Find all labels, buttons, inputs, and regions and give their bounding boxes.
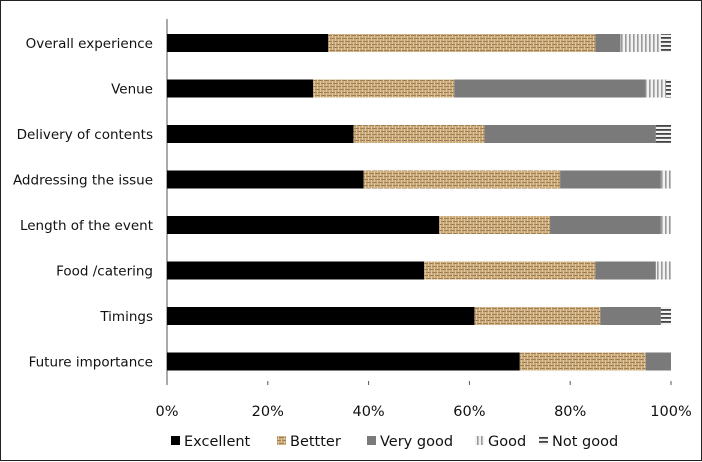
bar-length-of-the-event-very-good: [550, 216, 661, 234]
bar-venue-bettter: [313, 79, 455, 98]
bar-future-importance-excellent: [167, 352, 520, 371]
legend-swatch-very-good: [367, 436, 376, 445]
legend-swatch-good: [475, 436, 484, 445]
category-label: Timings: [99, 309, 153, 325]
bar-future-importance-very-good: [645, 352, 671, 371]
legend-swatch-bettter: [277, 436, 286, 445]
legend-label-bettter: Bettter: [290, 434, 341, 450]
bar-overall-experience-good: [620, 34, 661, 52]
category-label: Food /catering: [56, 264, 153, 280]
category-label: Venue: [111, 82, 153, 98]
bar-delivery-of-contents-excellent: [167, 125, 354, 143]
bar-length-of-the-event-excellent: [167, 216, 440, 234]
bar-length-of-the-event-bettter: [439, 216, 551, 234]
bar-addressing-the-issue-good: [660, 170, 671, 189]
legend-label-good: Good: [488, 434, 526, 450]
bar-delivery-of-contents-not-good: [655, 125, 671, 143]
category-label: Length of the event: [20, 218, 153, 234]
bar-addressing-the-issue-bettter: [363, 170, 561, 189]
x-tick-label: 20%: [252, 404, 284, 420]
bar-venue-good: [645, 79, 666, 98]
bar-length-of-the-event-good: [660, 216, 671, 234]
bar-overall-experience-excellent: [167, 34, 329, 52]
bar-overall-experience-not-good: [660, 34, 671, 52]
bars: [167, 34, 671, 371]
bar-food-catering-excellent: [167, 261, 425, 280]
bar-overall-experience-bettter: [328, 34, 596, 52]
bar-timings-excellent: [167, 307, 475, 325]
legend-label-excellent: Excellent: [184, 434, 251, 450]
x-tick-label: 0%: [155, 404, 178, 420]
bar-delivery-of-contents-very-good: [484, 125, 656, 143]
bar-timings-bettter: [474, 307, 601, 325]
legend-label-very-good: Very good: [380, 434, 453, 450]
legend-swatch-not-good: [539, 436, 548, 445]
legend-label-not-good: Not good: [552, 434, 618, 450]
bar-food-catering-bettter: [424, 261, 596, 280]
bar-timings-not-good: [660, 307, 671, 325]
x-tick-label: 100%: [650, 404, 691, 420]
bar-addressing-the-issue-very-good: [560, 170, 661, 189]
bar-venue-excellent: [167, 79, 314, 98]
bar-venue-very-good: [454, 79, 646, 98]
category-label: Future importance: [29, 355, 153, 371]
bar-addressing-the-issue-excellent: [167, 170, 364, 189]
bar-food-catering-good: [655, 261, 671, 280]
x-axis-ticks: 0% 20% 40% 60% 80% 100%: [155, 381, 692, 420]
category-labels: Overall experience Venue Delivery of conte…: [13, 36, 153, 371]
category-label: Delivery of contents: [17, 127, 153, 143]
legend: Excellent Bettter Very good Good Not good: [171, 434, 618, 450]
bar-delivery-of-contents-bettter: [353, 125, 485, 143]
bar-venue-not-good: [665, 79, 671, 98]
bar-food-catering-very-good: [595, 261, 656, 280]
bar-timings-very-good: [600, 307, 661, 325]
category-label: Overall experience: [26, 36, 153, 52]
legend-swatch-excellent: [171, 436, 180, 445]
x-tick-label: 40%: [352, 404, 384, 420]
category-label: Addressing the issue: [13, 173, 153, 189]
x-tick-label: 80%: [554, 404, 586, 420]
bar-overall-experience-very-good: [595, 34, 621, 52]
x-tick-label: 60%: [453, 404, 485, 420]
bar-future-importance-bettter: [519, 352, 646, 371]
